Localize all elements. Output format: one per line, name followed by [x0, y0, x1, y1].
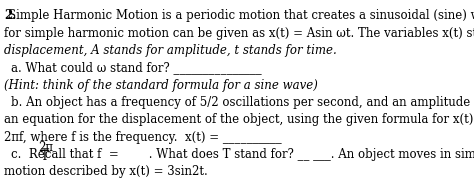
Text: motion described by x(t) = 3sin2t.: motion described by x(t) = 3sin2t. [4, 165, 208, 178]
Text: an equation for the displacement of the object, using the given formula for x(t): an equation for the displacement of the … [4, 113, 474, 126]
Text: c.  Recall that f  =        . What does T stand for? __ ___. An object moves in : c. Recall that f = . What does T stand f… [11, 148, 474, 161]
Text: 2πf, where f is the frequency.  x(t) = __________: 2πf, where f is the frequency. x(t) = __… [4, 131, 282, 144]
Text: b. An object has a frequency of 5/2 oscillations per second, and an amplitude of: b. An object has a frequency of 5/2 osci… [11, 96, 474, 109]
Text: (Hint: think of the standard formula for a sine wave): (Hint: think of the standard formula for… [4, 79, 318, 92]
Text: Simple Harmonic Motion is a periodic motion that creates a sinusoidal (sine) wav: Simple Harmonic Motion is a periodic mot… [8, 9, 474, 22]
Text: 2π: 2π [38, 141, 53, 154]
Text: for simple harmonic motion can be given as x(t) = Asin ωt. The variables x(t) st: for simple harmonic motion can be given … [4, 27, 474, 40]
Text: a. What could ω stand for? _______________: a. What could ω stand for? _____________… [11, 61, 262, 74]
Text: 2.: 2. [4, 9, 16, 22]
Text: displacement, A stands for amplitude, t stands for time.: displacement, A stands for amplitude, t … [4, 44, 337, 57]
Text: T: T [41, 150, 49, 163]
